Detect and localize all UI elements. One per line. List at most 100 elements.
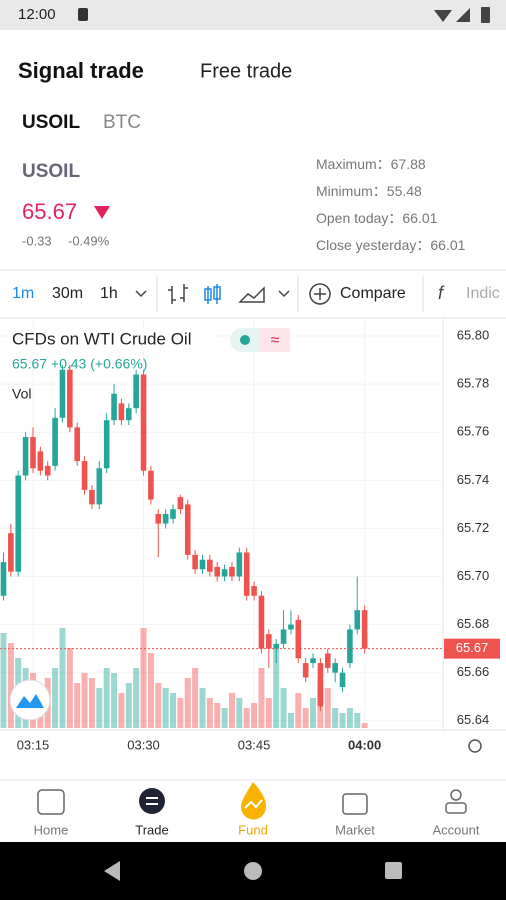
logo[interactable] [9,679,51,721]
nav-label[interactable]: Trade [135,822,168,837]
account-icon[interactable] [450,789,462,801]
x-tick-label: 04:00 [348,737,381,752]
nav-label[interactable]: Fund [238,822,268,837]
legend-bg [8,328,216,352]
volume-bar [147,653,154,728]
settings-icon[interactable] [468,739,482,753]
y-tick-label: 65.64 [457,712,490,727]
volume-bar [206,698,213,728]
stat: Close yesterday：66.01 [316,237,466,253]
candle-body [199,559,206,570]
candle-body [22,437,29,476]
candle-body [324,653,331,668]
last-price-label: 65.67 [456,640,489,655]
volume-bar [52,668,59,728]
candle-body [214,566,221,577]
compare[interactable]: Compare [340,285,406,302]
status-bar [0,0,506,30]
candle-body [140,374,147,471]
y-tick-label: 65.72 [457,520,490,535]
x-tick-label: 03:30 [127,737,160,752]
candle-body [133,374,139,409]
chevron[interactable] [278,290,290,298]
y-tick-label: 65.78 [457,376,490,391]
bars-icon[interactable] [168,284,188,304]
compare-icon[interactable] [309,283,331,305]
candles-icon [213,286,221,300]
symbol-tab[interactable]: USOIL [22,112,80,133]
market-icon[interactable] [342,793,368,815]
volume-bar [118,693,125,728]
nav-label[interactable]: Home [34,822,69,837]
candle-body [15,475,22,572]
candle-body [170,509,176,519]
legend-wave: ≈ [271,332,280,349]
volume-bar [214,703,221,728]
interval[interactable]: 1m [12,285,34,302]
area-icon[interactable] [238,286,265,303]
candle-body [155,513,162,524]
nav-labels: Home Trade Fund Market Account [34,822,480,837]
tab[interactable]: Signal trade [18,58,144,83]
logo [16,694,44,708]
quote-change-pct: -0.49% [68,233,110,248]
volume-bar [170,693,177,728]
y-tick-label: 65.76 [457,424,490,439]
indicators[interactable]: Indic [466,285,500,302]
y-tick-label: 65.80 [457,327,490,342]
legend-toggle[interactable] [260,328,290,352]
volume-bar [162,688,169,728]
nav-label[interactable]: Account [433,822,480,837]
volume-bar [324,688,331,728]
volume-bar [192,668,199,728]
candle-body [96,468,103,505]
volume-bar [59,628,66,728]
tab[interactable]: Free trade [200,60,292,82]
back-button[interactable] [104,861,120,881]
candle-body [280,629,287,644]
volume-bar [0,633,7,728]
fx-icon[interactable]: f [438,283,445,303]
candle-body [258,595,265,649]
stat: Open today：66.01 [316,210,438,226]
candle-body [148,470,154,500]
nav-label[interactable]: Market [335,822,375,837]
stat-value: 67.88 [391,156,426,172]
chevron[interactable] [135,290,147,298]
volume-bar [74,683,81,728]
stat: Minimum：55.48 [316,183,422,199]
candle-body [67,369,73,428]
fund-icon[interactable] [240,782,267,820]
interval[interactable]: 1h [100,285,118,302]
account-icon [445,802,467,814]
chart-title: CFDs on WTI Crude Oil [12,329,191,348]
trade-icon[interactable] [139,788,165,814]
stat-label: Minimum： [316,183,387,199]
symbol-tab[interactable]: BTC [103,112,141,133]
candle-body [111,393,117,421]
volume-bar [339,713,346,728]
recents-button[interactable] [385,862,402,879]
volume-bar [243,708,250,728]
stat-label: Open today： [316,210,402,226]
candle-body [221,569,228,577]
x-tick-label: 03:45 [238,737,271,752]
interval[interactable]: 30m [52,285,83,302]
y-tick-label: 65.70 [457,568,490,583]
volume-bar [310,698,317,728]
volume-bar [111,673,118,728]
volume-bar [103,668,110,728]
candle-body [347,629,353,664]
volume-bar [265,698,272,728]
candle-body [89,489,95,505]
home-icon[interactable] [37,789,65,815]
volume-bar [361,723,368,728]
sim-icon [78,8,88,21]
stat-label: Close yesterday： [316,237,430,253]
home-button[interactable] [244,862,262,880]
candle-body [162,513,169,524]
volume-bar [354,713,361,728]
candle-body [302,663,309,678]
stat-label: Maximum： [316,156,391,172]
